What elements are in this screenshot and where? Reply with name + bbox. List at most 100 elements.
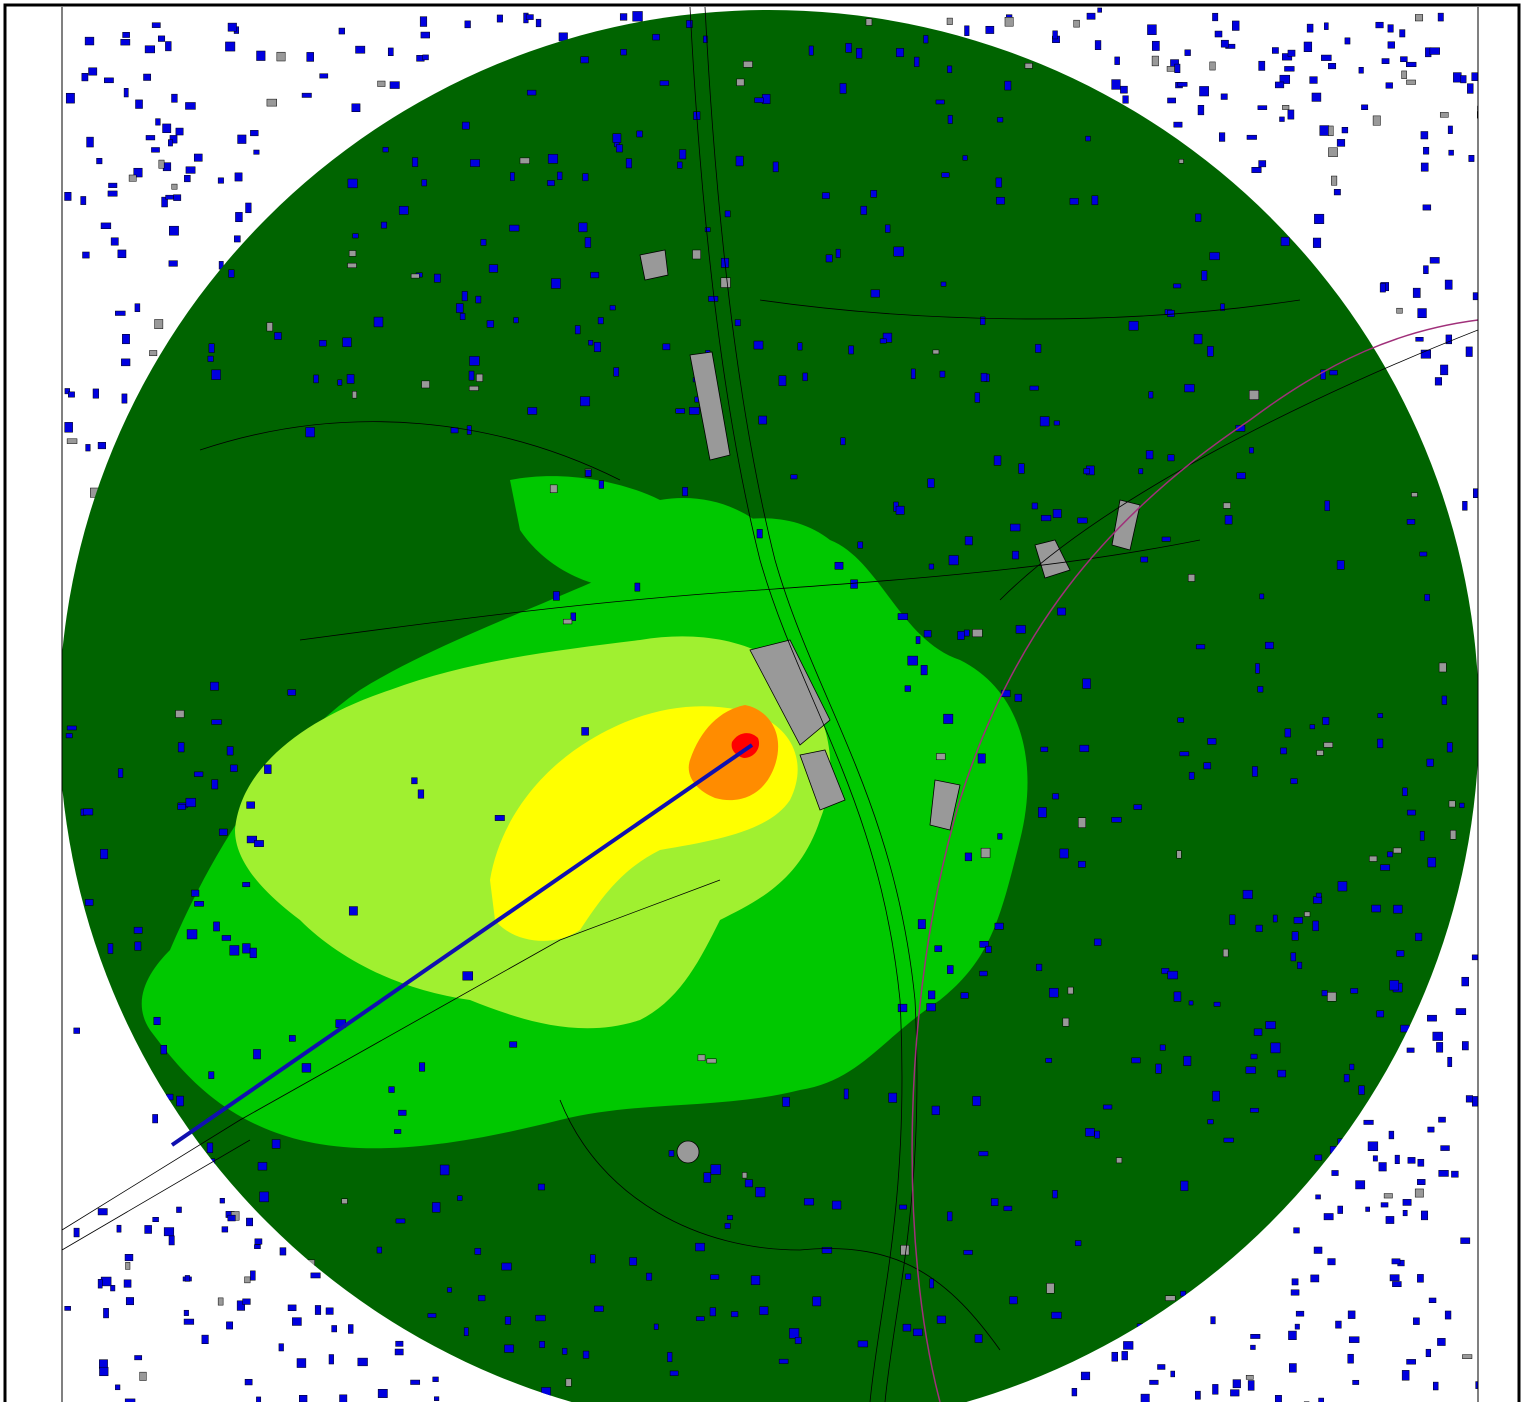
building — [1419, 551, 1428, 557]
building — [86, 136, 94, 148]
building — [99, 1366, 109, 1377]
building — [1387, 851, 1393, 858]
building — [1251, 167, 1262, 173]
building — [527, 89, 537, 96]
building — [1417, 1158, 1425, 1167]
building — [581, 727, 589, 736]
building — [585, 469, 592, 477]
building — [1024, 62, 1033, 69]
building — [885, 224, 891, 233]
building — [1293, 1227, 1300, 1234]
building — [927, 990, 936, 1000]
building — [1425, 1348, 1432, 1358]
building — [778, 375, 787, 386]
map-area — [62, 7, 1478, 1402]
building — [913, 1328, 923, 1336]
building — [1401, 1370, 1410, 1381]
building — [839, 83, 847, 94]
building — [1327, 1258, 1336, 1266]
building — [474, 1248, 482, 1255]
building — [835, 248, 841, 258]
building — [980, 372, 988, 382]
building — [92, 388, 99, 399]
building — [1289, 1363, 1297, 1373]
building — [1041, 515, 1052, 522]
building — [1235, 424, 1246, 432]
building — [972, 1096, 981, 1106]
building — [1358, 1085, 1365, 1095]
building — [1441, 695, 1447, 705]
building — [346, 374, 355, 384]
building — [266, 322, 273, 332]
building — [421, 179, 427, 187]
building — [1222, 948, 1229, 958]
building — [1407, 1157, 1416, 1164]
building — [1331, 1170, 1339, 1176]
building — [590, 271, 600, 279]
building — [246, 1217, 254, 1227]
building — [244, 1276, 251, 1284]
building — [193, 153, 203, 162]
building — [697, 1054, 706, 1062]
building — [551, 278, 561, 289]
building — [288, 1035, 296, 1042]
building — [475, 295, 482, 304]
building — [675, 408, 685, 414]
building — [1438, 1116, 1446, 1123]
building — [103, 1308, 109, 1319]
building — [339, 1394, 348, 1402]
building — [1184, 384, 1195, 393]
building — [461, 291, 468, 302]
building — [832, 1200, 842, 1210]
building — [744, 1179, 753, 1188]
building — [419, 1062, 426, 1072]
building — [121, 358, 131, 367]
building — [169, 135, 178, 144]
building — [1392, 1281, 1402, 1287]
building — [731, 1311, 739, 1318]
building — [1428, 1297, 1437, 1303]
building — [677, 161, 683, 169]
building — [1387, 24, 1394, 33]
building — [382, 147, 389, 153]
building — [1045, 1058, 1052, 1063]
building — [176, 1206, 182, 1213]
building — [727, 1215, 733, 1221]
building — [580, 56, 589, 64]
building — [1248, 390, 1260, 400]
building — [434, 1396, 440, 1401]
building — [974, 392, 981, 403]
building — [1031, 502, 1038, 510]
building — [1069, 198, 1079, 205]
building — [1389, 980, 1399, 991]
building — [122, 334, 130, 345]
building — [274, 332, 282, 340]
building — [1209, 252, 1220, 261]
building — [1183, 1055, 1192, 1066]
building — [679, 149, 687, 160]
building — [1439, 112, 1449, 118]
building — [1406, 61, 1417, 68]
building — [907, 655, 918, 666]
building — [1376, 1010, 1384, 1018]
building — [1365, 1206, 1370, 1212]
building — [547, 180, 555, 186]
building — [1258, 160, 1267, 168]
building — [940, 281, 947, 287]
building — [1015, 625, 1026, 634]
building — [1173, 283, 1182, 289]
building — [110, 1285, 116, 1292]
building — [1128, 321, 1139, 331]
building — [1220, 303, 1225, 311]
building — [1471, 72, 1478, 81]
building — [997, 833, 1003, 840]
building — [1176, 850, 1182, 859]
building — [1388, 1130, 1395, 1140]
building — [73, 1227, 80, 1238]
building — [1250, 1053, 1258, 1060]
building — [1094, 938, 1102, 946]
building — [1462, 1354, 1473, 1359]
frame — [3, 3, 1521, 1402]
building — [1413, 1317, 1420, 1325]
building — [1311, 92, 1322, 102]
